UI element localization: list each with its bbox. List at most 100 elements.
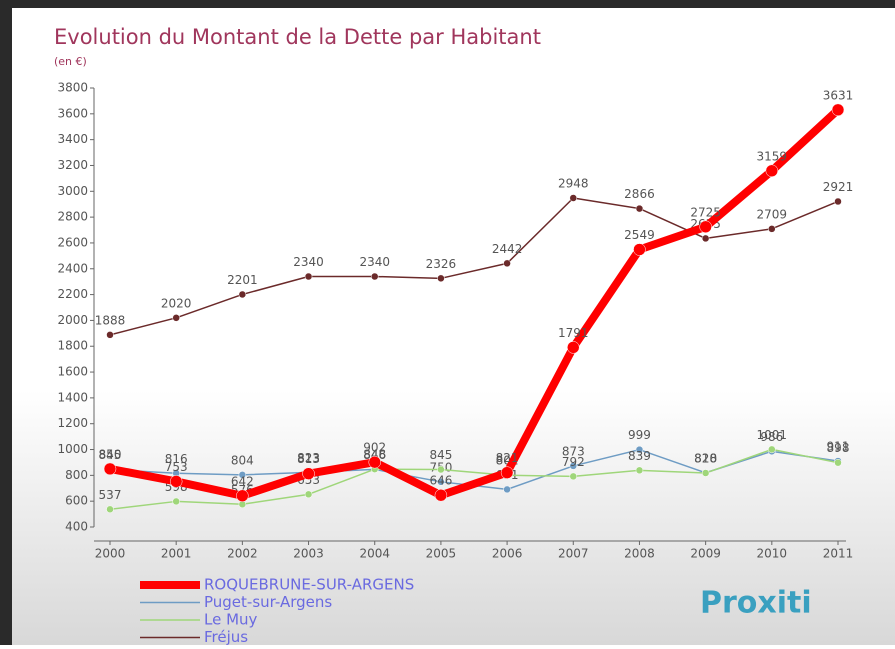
y-tick-label: 1400 xyxy=(57,390,88,404)
point xyxy=(768,445,776,454)
data-label: 2866 xyxy=(624,187,655,201)
data-label: 898 xyxy=(827,441,850,455)
y-tick-label: 3600 xyxy=(57,106,88,120)
point xyxy=(633,243,646,256)
data-label: 2020 xyxy=(161,296,192,310)
point xyxy=(569,472,578,481)
y-tick-label: 1000 xyxy=(57,442,88,456)
point xyxy=(103,462,117,476)
x-tick-label: 2003 xyxy=(293,547,324,561)
data-label: 818 xyxy=(694,452,717,466)
x-tick-label: 2002 xyxy=(227,547,258,561)
x-tick-label: 2008 xyxy=(624,547,655,561)
y-tick-label: 400 xyxy=(65,520,88,534)
y-tick-label: 2400 xyxy=(57,261,88,275)
point xyxy=(635,204,644,213)
point xyxy=(172,497,180,506)
data-label: 902 xyxy=(363,441,386,455)
legend-label: ROQUEBRUNE-SUR-ARGENS xyxy=(204,576,414,594)
data-label: 986 xyxy=(760,430,783,444)
data-label: 3631 xyxy=(823,88,854,102)
point xyxy=(106,505,114,514)
data-label: 839 xyxy=(628,449,651,463)
data-label: 2340 xyxy=(359,255,390,269)
series-line xyxy=(109,448,839,511)
data-label: 845 xyxy=(99,448,122,462)
x-tick-label: 2006 xyxy=(492,547,523,561)
x-tick-label: 2007 xyxy=(558,547,589,561)
data-label: 2549 xyxy=(624,228,655,242)
data-label: 823 xyxy=(297,451,320,465)
point xyxy=(368,455,381,469)
y-tick-label: 3800 xyxy=(57,81,88,95)
data-label: 848 xyxy=(363,448,386,462)
point xyxy=(569,194,578,202)
data-label: 2201 xyxy=(227,273,258,287)
data-label: 804 xyxy=(231,453,254,467)
x-tick-label: 2005 xyxy=(426,547,457,561)
point xyxy=(370,272,379,281)
legend-label: Fréjus xyxy=(204,628,248,645)
data-label: 2948 xyxy=(558,177,589,191)
y-tick-label: 2800 xyxy=(57,210,88,224)
point xyxy=(699,220,712,234)
data-label: 820 xyxy=(694,451,717,465)
y-tick-label: 2000 xyxy=(57,313,88,327)
data-label: 3159 xyxy=(757,149,788,163)
data-label: 2709 xyxy=(757,207,788,221)
data-label: 873 xyxy=(562,444,585,458)
point xyxy=(765,164,779,178)
logo: Proxiti xyxy=(700,586,812,621)
point xyxy=(437,465,445,474)
y-tick-label: 3400 xyxy=(57,132,88,146)
y-tick-label: 2600 xyxy=(57,235,88,249)
point xyxy=(106,331,114,339)
legend-label: Le Muy xyxy=(204,611,258,629)
data-label: 816 xyxy=(165,452,188,466)
data-label: 845 xyxy=(429,448,452,462)
data-label: 1888 xyxy=(95,313,126,327)
point xyxy=(701,469,710,477)
x-tick-label: 2011 xyxy=(823,547,854,561)
point xyxy=(236,489,249,503)
x-tick-label: 2000 xyxy=(95,547,126,561)
y-tick-label: 600 xyxy=(65,494,88,508)
point xyxy=(569,462,578,470)
point xyxy=(834,197,842,206)
point xyxy=(635,445,644,454)
point xyxy=(304,490,313,499)
data-label: 846 xyxy=(363,448,386,462)
x-tick-label: 2004 xyxy=(359,547,390,561)
point xyxy=(238,471,247,479)
point xyxy=(434,488,448,502)
data-label: 2326 xyxy=(426,257,457,271)
point xyxy=(831,103,845,117)
data-label: 537 xyxy=(99,488,122,502)
point xyxy=(500,466,514,479)
point xyxy=(768,225,776,233)
x-tick-label: 2001 xyxy=(161,547,192,561)
y-tick-label: 3200 xyxy=(57,158,88,172)
data-label: 813 xyxy=(297,452,320,466)
x-tick-label: 2009 xyxy=(690,547,721,561)
point xyxy=(567,341,580,354)
chart-subtitle: (en €) xyxy=(54,55,87,68)
data-label: 1791 xyxy=(558,326,589,340)
point xyxy=(304,272,313,281)
data-label: 642 xyxy=(231,474,254,488)
point xyxy=(635,466,644,475)
background xyxy=(12,8,895,645)
point xyxy=(701,234,710,243)
data-label: 2442 xyxy=(492,242,523,256)
data-label: 792 xyxy=(562,455,585,469)
point xyxy=(437,478,445,486)
data-label: 646 xyxy=(429,474,452,488)
data-label: 821 xyxy=(496,451,519,465)
point xyxy=(503,485,511,494)
y-tick-label: 1600 xyxy=(57,365,88,379)
data-label: 850 xyxy=(99,447,122,461)
data-label: 911 xyxy=(827,440,850,454)
data-label: 753 xyxy=(165,460,188,474)
chart-title: Evolution du Montant de la Dette par Hab… xyxy=(54,25,541,49)
